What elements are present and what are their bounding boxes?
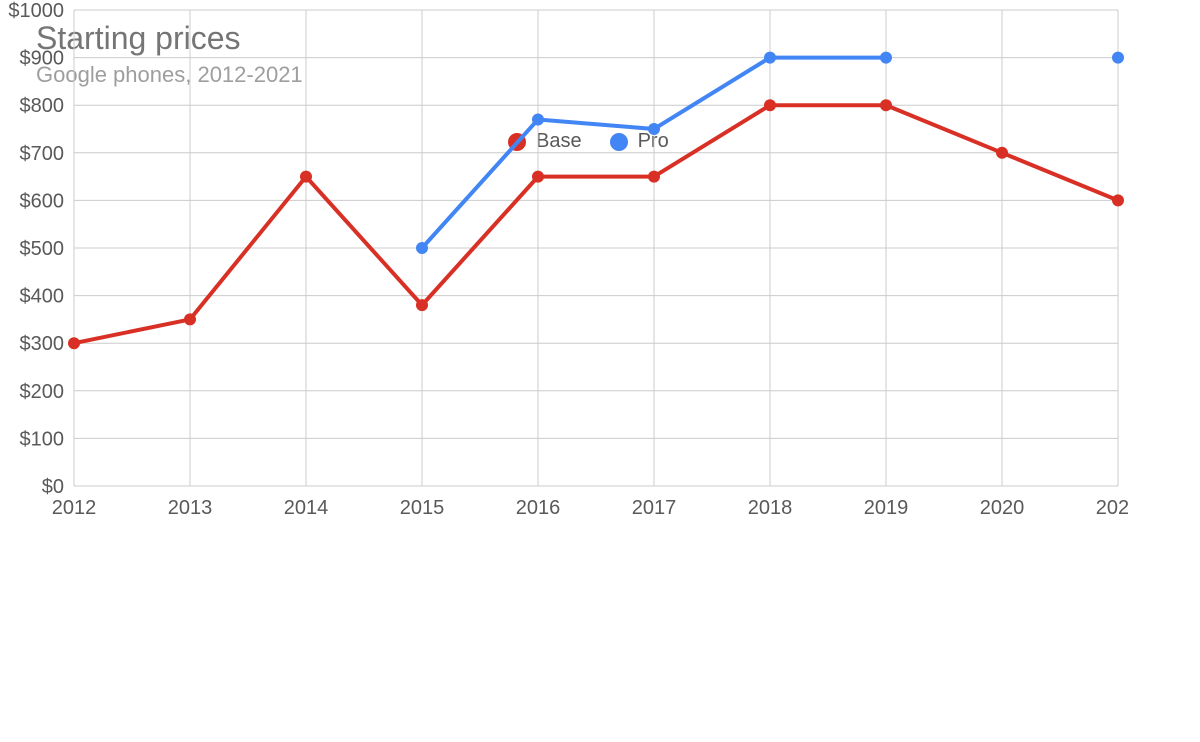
y-tick-label: $100 [20, 428, 65, 450]
x-tick-label: 2016 [516, 497, 561, 519]
series-marker-pro [416, 242, 428, 254]
x-tick-label: 2014 [284, 497, 329, 519]
series-marker-base [300, 171, 312, 183]
y-tick-label: $700 [20, 143, 65, 165]
chart-plot: $0 $100 $200 $300 $400 $500 $600 $700 $800 $900 $1… [0, 0, 1128, 530]
series-marker-base [532, 171, 544, 183]
series-marker-base [184, 313, 196, 325]
series-marker-pro [648, 123, 660, 135]
x-tick-label: 2021 [1096, 497, 1128, 519]
y-tick-label: $900 [20, 48, 65, 70]
series-marker-base [68, 337, 80, 349]
series-marker-pro [764, 52, 776, 64]
series-marker-pro [1112, 52, 1124, 64]
y-tick-label: $0 [42, 476, 64, 498]
series-marker-base [880, 99, 892, 111]
x-tick-label: 2012 [52, 497, 97, 519]
y-tick-label: $300 [20, 333, 65, 355]
series-marker-base [1112, 194, 1124, 206]
y-tick-label: $500 [20, 238, 65, 260]
y-tick-label: $600 [20, 190, 65, 212]
series-marker-pro [880, 52, 892, 64]
x-tick-label: 2013 [168, 497, 213, 519]
series-line-base [74, 105, 1118, 343]
x-tick-label: 2020 [980, 497, 1025, 519]
y-tick-label: $200 [20, 381, 65, 403]
series-marker-base [416, 299, 428, 311]
x-tick-label: 2018 [748, 497, 793, 519]
x-tick-label: 2015 [400, 497, 445, 519]
y-tick-label: $400 [20, 286, 65, 308]
series-marker-base [764, 99, 776, 111]
series-marker-pro [532, 113, 544, 125]
y-tick-label: $1000 [8, 0, 64, 22]
series-marker-base [996, 147, 1008, 159]
chart-container: Starting prices Google phones, 2012-2021… [0, 0, 1200, 742]
x-tick-label: 2019 [864, 497, 909, 519]
y-tick-label: $800 [20, 95, 65, 117]
series-marker-base [648, 171, 660, 183]
x-tick-label: 2017 [632, 497, 677, 519]
